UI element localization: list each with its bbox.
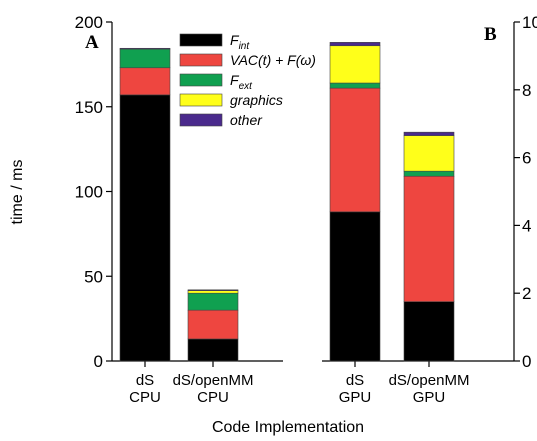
bar-segment-fext	[403, 170, 455, 177]
y-tick-label-right: 10	[522, 13, 537, 32]
y-axis-title: time / ms	[9, 160, 26, 225]
bar-segment-other	[329, 42, 381, 47]
panel-a-axes: 0 50 100 150 200	[75, 13, 283, 371]
y-tick-label-left: 200	[75, 13, 103, 32]
bar-segment-graphics	[403, 135, 455, 172]
y-tick-label-left: 100	[75, 183, 103, 202]
legend-label: graphics	[230, 92, 283, 108]
bar-segment-vac	[119, 67, 171, 96]
legend-label: VAC(t) + F(ω)	[230, 52, 316, 68]
y-tick-label-left: 150	[75, 98, 103, 117]
legend-swatch	[179, 93, 223, 107]
y-tick-label-right: 4	[522, 216, 531, 235]
bar-segment-graphics	[187, 290, 239, 294]
legend-label: Fext	[230, 72, 253, 92]
category-label: dS/openMM	[173, 372, 254, 389]
category-label: GPU	[339, 389, 372, 406]
y-tick-label-right: 6	[522, 149, 531, 168]
y-tick-label-left: 0	[94, 352, 103, 371]
y-tick-label-right: 2	[522, 284, 531, 303]
bar-segment-fext	[119, 48, 171, 69]
bar-segment-fint	[187, 338, 239, 362]
category-label: dS	[136, 372, 154, 389]
category-label: dS/openMM	[389, 372, 470, 389]
legend-swatch	[179, 33, 223, 47]
bar-segment-fint	[403, 301, 455, 362]
category-label: dS	[346, 372, 364, 389]
bar-segment-fext	[329, 82, 381, 89]
bars-group	[119, 42, 455, 362]
y-tick-label-right: 0	[522, 352, 531, 371]
y-tick-label-right: 8	[522, 81, 531, 100]
bar-segment-graphics	[329, 45, 381, 84]
bar-segment-fint	[119, 94, 171, 362]
panel-label-a: A	[85, 32, 99, 53]
legend-swatch	[179, 73, 223, 87]
panel-label-b: B	[484, 24, 497, 45]
legend-swatch	[179, 53, 223, 67]
legend-label: other	[230, 112, 263, 128]
bar-segment-fint	[329, 211, 381, 362]
category-label: CPU	[129, 389, 161, 406]
legend-label: Fint	[230, 32, 250, 52]
bar-segment-vac	[403, 175, 455, 302]
bar-segment-other	[119, 47, 171, 50]
legend-swatch	[179, 113, 223, 127]
bar-segment-fext	[187, 292, 239, 311]
bar-segment-other	[187, 289, 239, 291]
category-label: GPU	[413, 389, 446, 406]
x-axis-title: Code Implementation	[212, 419, 364, 436]
bar-segment-vac	[187, 309, 239, 340]
category-label: CPU	[197, 389, 229, 406]
y-tick-label-left: 50	[84, 267, 103, 286]
bar-segment-other	[403, 131, 455, 136]
bar-segment-vac	[329, 87, 381, 213]
